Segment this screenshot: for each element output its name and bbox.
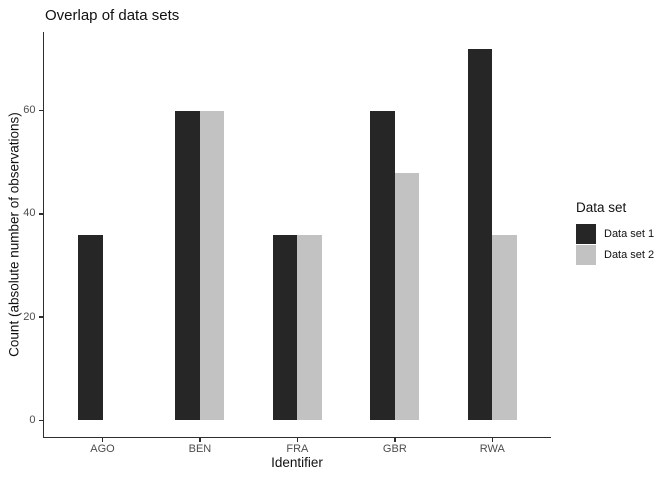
x-tick-label: AGO — [90, 443, 115, 455]
plot-panel — [43, 32, 551, 438]
legend-entries: Data set 1 Data set 2 — [576, 224, 654, 265]
x-axis-title: Identifier — [271, 455, 323, 470]
legend-swatch-1 — [576, 224, 596, 244]
x-tick-mark — [491, 437, 494, 442]
y-axis-title: Count (absolute number of observations) — [6, 112, 22, 357]
legend: Data set Data set 1 Data set 2 — [576, 200, 654, 266]
legend-entry-label: Data set 1 — [604, 227, 655, 240]
legend-entry-1: Data set 1 — [576, 224, 654, 244]
legend-swatch-2 — [576, 245, 596, 265]
legend-entry-label: Data set 2 — [604, 248, 655, 261]
x-tick-mark — [101, 437, 104, 442]
x-tick-label: GBR — [382, 443, 407, 455]
chart-title: Overlap of data sets — [45, 7, 180, 24]
x-tick-label: RWA — [479, 443, 505, 455]
x-tick-mark — [296, 437, 299, 442]
x-tick-mark — [199, 437, 201, 442]
legend-entry-2: Data set 2 — [576, 245, 654, 265]
x-tick-mark — [394, 437, 396, 442]
legend-title: Data set — [576, 200, 627, 215]
x-tick-label: BEN — [188, 443, 212, 455]
x-tick-label: FRA — [286, 443, 309, 455]
